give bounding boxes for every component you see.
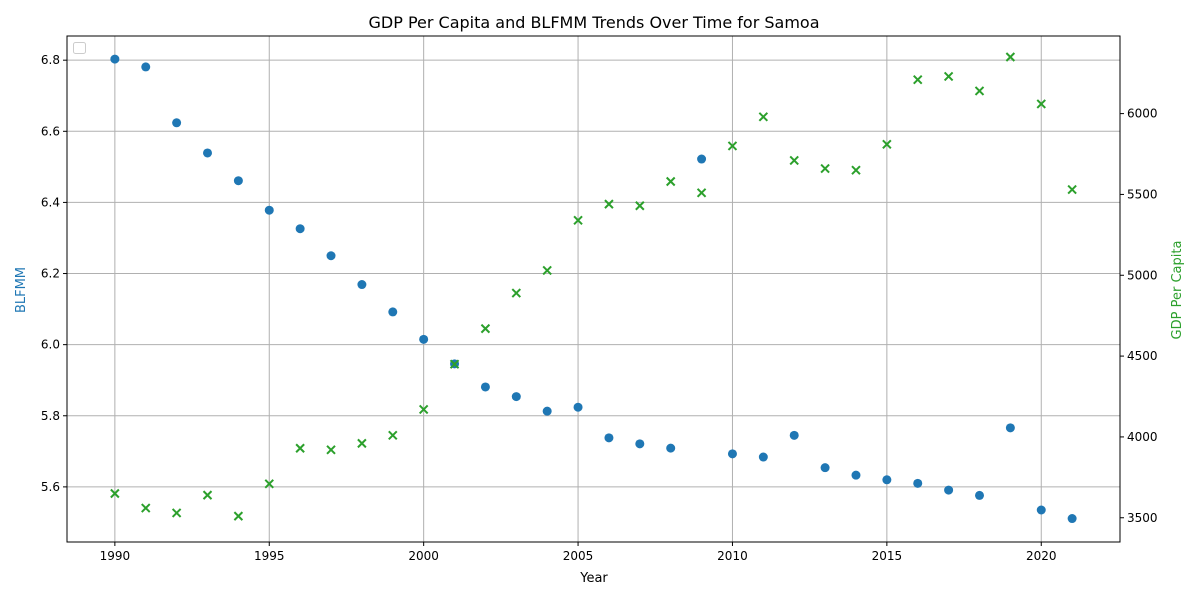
blfmm-point	[944, 485, 954, 495]
blfmm-point	[727, 449, 737, 459]
y-tick-label-right: 6000	[1127, 107, 1158, 121]
blfmm-point	[913, 478, 923, 488]
x-axis-title: Year	[579, 571, 608, 586]
gdp-point	[480, 323, 491, 334]
blfmm-point	[203, 148, 213, 158]
gdp-point	[264, 479, 274, 489]
gdp-point	[573, 215, 583, 226]
gdp-point	[202, 490, 213, 500]
gdp-point	[357, 438, 367, 449]
gdp-point	[171, 508, 182, 518]
gdp-point	[727, 141, 738, 151]
gdp-point	[1005, 52, 1016, 62]
blfmm-point	[604, 433, 614, 443]
gdp-point	[418, 404, 429, 415]
y-axis-title-left: BLFMM	[14, 267, 29, 313]
blfmm-point	[172, 118, 182, 128]
blfmm-point	[419, 334, 429, 344]
blfmm-point	[1067, 514, 1077, 524]
y-tick-label-right: 4000	[1127, 430, 1158, 444]
blfmm-point	[264, 205, 274, 215]
x-tick-label: 2000	[408, 549, 439, 563]
gdp-point	[1067, 184, 1077, 195]
x-tick-label: 2020	[1026, 549, 1057, 563]
x-tick-label: 2010	[717, 549, 748, 563]
chart-title: GDP Per Capita and BLFMM Trends Over Tim…	[368, 13, 819, 32]
data-points	[110, 52, 1077, 524]
gdp-point	[882, 139, 892, 150]
gdp-point	[696, 188, 707, 198]
gdp-point	[604, 199, 614, 209]
blfmm-point	[758, 452, 768, 462]
y-tick-label-left: 6.2	[41, 267, 60, 281]
blfmm-point	[882, 475, 892, 485]
y-tick-label-right: 3500	[1127, 511, 1158, 525]
x-tick-label: 1995	[254, 549, 285, 563]
x-tick-label: 1990	[100, 549, 131, 563]
gdp-point	[974, 86, 985, 96]
gdp-point	[665, 176, 676, 187]
blfmm-point	[789, 430, 799, 440]
blfmm-point	[480, 382, 490, 392]
x-tick-label: 2005	[563, 549, 594, 563]
y-tick-label-right: 5500	[1127, 187, 1158, 201]
blfmm-point	[697, 154, 707, 164]
y-axis-title-right: GDP Per Capita	[1170, 241, 1185, 340]
y-tick-label-left: 6.6	[41, 124, 60, 138]
plot-frame	[66, 35, 1121, 543]
legend-box	[73, 42, 86, 54]
gdp-point	[943, 71, 954, 82]
gdp-point	[635, 201, 645, 211]
blfmm-point	[295, 224, 305, 234]
gdp-point	[141, 503, 151, 513]
blfmm-point	[1036, 505, 1046, 515]
gdp-point	[758, 112, 769, 122]
gdp-point	[542, 265, 552, 276]
axis-ticks: 1990 1995 2000 2005 2010 2015 2020 5.6 5.8 6.0 6.2…	[41, 53, 1158, 563]
blfmm-point	[573, 402, 583, 412]
blfmm-point	[233, 176, 243, 186]
y-tick-label-right: 4500	[1127, 349, 1158, 363]
blfmm-point	[110, 54, 120, 64]
gdp-point	[511, 288, 522, 298]
blfmm-point	[820, 463, 830, 473]
gdp-point	[388, 430, 398, 441]
blfmm-point	[635, 439, 645, 449]
gdp-point	[449, 359, 460, 369]
gdp-point	[110, 488, 120, 499]
x-tick-label: 2015	[872, 549, 903, 563]
gdp-point	[789, 155, 799, 166]
gdp-point	[233, 511, 244, 521]
blfmm-point	[141, 62, 151, 72]
gdp-point	[295, 443, 305, 453]
gdp-point	[820, 163, 830, 174]
blfmm-point	[851, 470, 861, 480]
y-tick-label-right: 5000	[1127, 268, 1158, 282]
y-tick-label-left: 6.0	[41, 338, 60, 352]
blfmm-point	[542, 406, 552, 416]
y-tick-label-left: 5.6	[41, 480, 60, 494]
blfmm-point	[1005, 423, 1015, 433]
blfmm-point	[511, 392, 521, 402]
gdp-point	[851, 165, 861, 175]
y-tick-label-left: 5.8	[41, 409, 60, 423]
grid-lines	[67, 36, 1120, 542]
y-tick-label-left: 6.8	[41, 53, 60, 67]
blfmm-point	[357, 280, 367, 290]
gdp-point	[1036, 99, 1046, 109]
blfmm-point	[326, 251, 336, 261]
blfmm-point	[666, 443, 676, 453]
blfmm-point	[388, 307, 398, 317]
blfmm-point	[974, 490, 984, 500]
gdp-point	[326, 445, 336, 455]
y-tick-label-left: 6.4	[41, 195, 60, 209]
gdp-point	[913, 74, 923, 85]
